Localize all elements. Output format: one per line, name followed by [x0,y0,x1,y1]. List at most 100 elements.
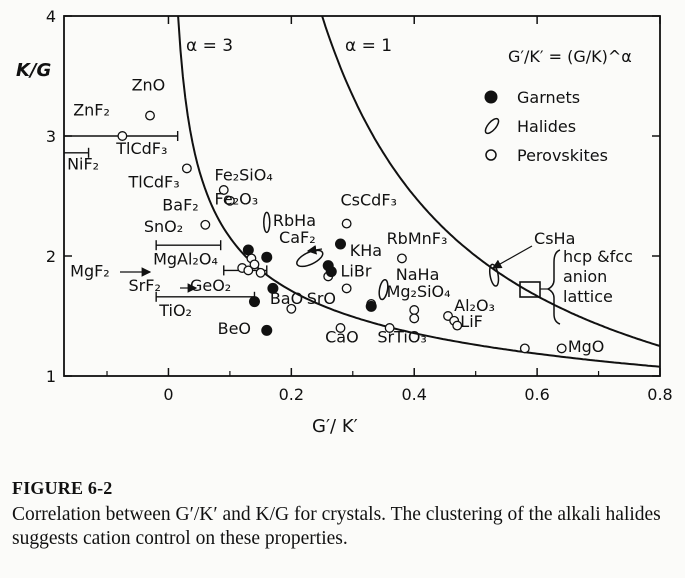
perovskite-point [243,265,254,276]
point-labels: ZnO ZnF₂ NiF₂ TlCdF₃ TlCdF₃ Fe₂SiO₄ Fe₂O₃ BaF₂ R… [67,75,604,356]
alpha-curves [177,15,661,368]
y-tick-label: 2 [46,247,56,266]
data-label: MgAl₂O₄ [153,249,218,268]
data-label: RbHa [273,211,316,230]
data-label: MgO [568,337,605,356]
data-label: LiF [460,312,483,331]
hcp-fcc-line-1: hcp &fcc [563,247,633,266]
data-label: GeO₂ [190,276,231,295]
perovskite-point [452,320,463,331]
data-label: TiO₂ [158,301,192,320]
data-label: MgF₂ [70,261,110,280]
x-tick-label: 0.6 [524,385,549,404]
y-tick-label: 4 [46,7,56,26]
legend: Garnets Halides Perovskites [484,88,608,165]
perovskite-point [396,253,407,264]
data-label: BeO [218,319,251,338]
data-label: SrTiO₃ [377,327,426,346]
perovskite-point [117,131,128,141]
data-label: CsHa [534,229,575,248]
data-label: KHa [350,241,382,260]
data-label: Fe₂O₃ [215,189,259,208]
garnet-point [242,244,254,256]
plot-frame [63,15,661,377]
perovskite-point [181,163,192,174]
axis-ticks: 0 0.2 0.4 0.6 0.8 1 2 3 4 [46,7,673,404]
data-label: BaO [270,289,303,308]
perovskite-point [200,219,211,230]
garnet-point [248,296,260,308]
arrow-csha [491,245,533,269]
data-label: Al₂O₃ [454,296,495,315]
perovskite-point [519,343,530,354]
perovskite-point [556,343,567,354]
legend-halide-symbol [484,117,500,135]
data-label: CsCdF₃ [340,191,396,210]
perovskite-point [224,195,235,206]
garnet-point [325,266,337,278]
x-tick-label: 0.2 [279,385,304,404]
x-tick-label: 0.4 [402,385,427,404]
hcp-fcc-line-2: anion [563,267,607,286]
data-label: Mg₂SiO₄ [387,282,451,301]
alpha-curve-3 [177,15,661,368]
perovskite-point [286,303,297,314]
data-label: NaHa [396,265,440,284]
x-tick-label: 0 [163,385,173,404]
garnet-point [334,238,346,250]
data-label: TlCdF₃ [128,173,180,192]
data-label: NiF₂ [67,155,99,174]
legend-perovskite-symbol [485,149,497,161]
garnet-point [261,324,273,336]
perovskite-point [218,185,229,195]
data-points [117,110,567,354]
garnet-point [365,300,377,312]
data-label: CaO [325,327,359,346]
data-label: BaF₂ [162,195,198,214]
data-label: SrO [307,289,336,308]
data-label: TlCdF₃ [115,139,167,158]
plot-border [63,15,661,377]
perovskite-point [341,283,352,294]
hcp-fcc-line-3: lattice [563,287,613,306]
data-label: ZnF₂ [73,101,110,120]
x-tick-label: 0.8 [647,385,672,404]
curve-label-alpha1: α = 1 [345,36,392,56]
perovskite-point [384,323,395,333]
curve-label-alpha3: α = 3 [186,36,233,56]
perovskite-point [335,323,346,333]
data-label: Fe₂SiO₄ [215,165,273,184]
legend-halides-label: Halides [517,117,576,136]
figure-caption-text: Correlation between G′/K′ and K/G for cr… [12,504,661,549]
y-tick-label: 1 [46,367,56,386]
y-tick-label: 3 [46,127,56,146]
data-label: LiBr [340,261,371,280]
hcp-fcc-brace [546,249,561,325]
perovskite-point [409,313,420,324]
garnet-point [267,282,279,294]
data-label: RbMnF₃ [387,229,448,248]
perovskite-point [341,218,352,229]
legend-garnet-symbol [484,90,498,104]
perovskite-point [409,305,420,315]
data-label: ZnO [132,75,166,94]
halide-point [378,278,389,301]
data-label: SnO₂ [144,217,183,236]
perovskite-point [249,259,260,270]
perovskite-point [145,110,155,121]
perovskite-point [255,267,266,278]
y-axis-label: K/G [16,60,51,81]
legend-garnets-label: Garnets [517,88,580,107]
hcp-fcc-annotation: hcp &fcc anion lattice [519,247,633,325]
arrow-kha [306,245,323,255]
scatter-chart: 0 0.2 0.4 0.6 0.8 1 2 3 4 ZnO ZnF₂ NiF₂ TlCdF₃ TlCdF… [16,7,673,437]
alpha-curve-1 [321,15,661,347]
halide-point [263,211,271,234]
data-label: SrF₂ [129,276,161,295]
figure-label: FIGURE 6-2 [12,478,113,498]
garnet-point [261,251,273,263]
figure-caption: FIGURE 6-2 Correlation between G′/K′ and… [12,478,677,551]
equation: G′/K′ = (G/K)^α [508,47,632,66]
data-label: CaF₂ [279,228,316,247]
x-axis-label: G′/ K′ [312,416,358,437]
